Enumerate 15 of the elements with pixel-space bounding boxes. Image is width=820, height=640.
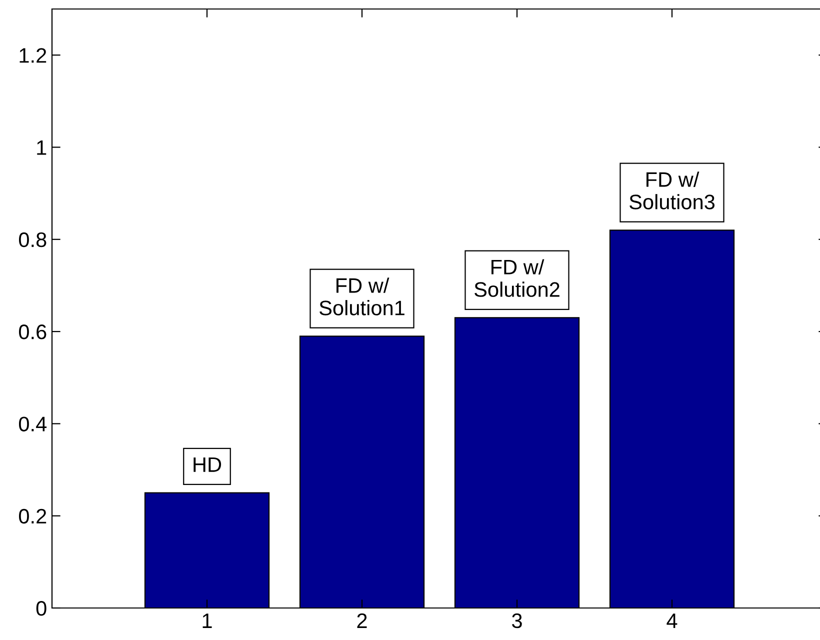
x-tick-label: 1 [202, 614, 212, 628]
y-tick-label: 1 [37, 140, 46, 155]
annotation: HD [194, 457, 222, 472]
annotation: FD w/ Solution3 [630, 172, 715, 210]
annotation: FD w/ Solution1 [320, 278, 404, 316]
y-tick-label: 0.6 [18, 324, 46, 340]
x-tick-label: 2 [357, 613, 367, 628]
x-tick-label: 4 [666, 614, 678, 628]
x-tick-label: 3 [512, 613, 522, 628]
y-tick-label: 1.2 [20, 48, 46, 63]
y-tick-label: 0.8 [18, 232, 46, 248]
y-tick-label: 0.2 [18, 508, 46, 524]
y-tick-label: 0.4 [18, 416, 47, 432]
annotation: FD w/ Solution2 [474, 259, 560, 297]
y-tick-label: 0 [36, 601, 46, 616]
